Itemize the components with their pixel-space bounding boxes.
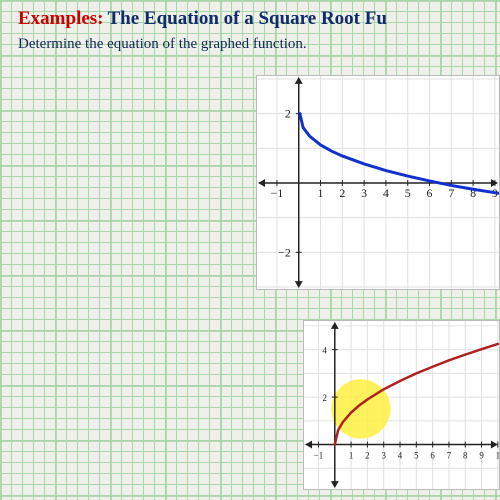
- svg-text:2: 2: [365, 450, 369, 460]
- svg-text:7: 7: [447, 450, 452, 460]
- svg-text:4: 4: [398, 450, 403, 460]
- svg-text:1: 1: [349, 450, 353, 460]
- svg-text:1: 1: [318, 186, 324, 200]
- svg-text:4: 4: [383, 186, 389, 200]
- svg-text:6: 6: [427, 186, 433, 200]
- header: Examples: The Equation of a Square Root …: [18, 8, 387, 53]
- svg-text:8: 8: [463, 450, 468, 460]
- svg-text:2: 2: [285, 107, 291, 121]
- svg-text:−1: −1: [314, 450, 323, 460]
- subtitle: Determine the equation of the graphed fu…: [18, 36, 387, 53]
- svg-text:3: 3: [381, 450, 386, 460]
- svg-text:1: 1: [496, 450, 500, 460]
- svg-text:2: 2: [322, 393, 326, 403]
- svg-text:−1: −1: [271, 186, 284, 200]
- svg-text:9: 9: [479, 450, 484, 460]
- examples-label: Examples:: [18, 8, 104, 29]
- svg-text:3: 3: [361, 186, 367, 200]
- svg-text:−2: −2: [278, 245, 291, 259]
- svg-text:2: 2: [339, 186, 345, 200]
- graph-bottom: −1 1 2 3 4 5 6 7 8 9 1 2 4: [303, 320, 500, 490]
- page-title: The Equation of a Square Root Fu: [108, 8, 387, 29]
- svg-text:4: 4: [322, 346, 327, 356]
- svg-text:5: 5: [405, 186, 411, 200]
- svg-text:6: 6: [430, 450, 435, 460]
- svg-text:5: 5: [414, 450, 419, 460]
- graph-top: −1123456789−22: [256, 75, 500, 290]
- svg-text:7: 7: [448, 186, 454, 200]
- title-line: Examples: The Equation of a Square Root …: [18, 8, 387, 30]
